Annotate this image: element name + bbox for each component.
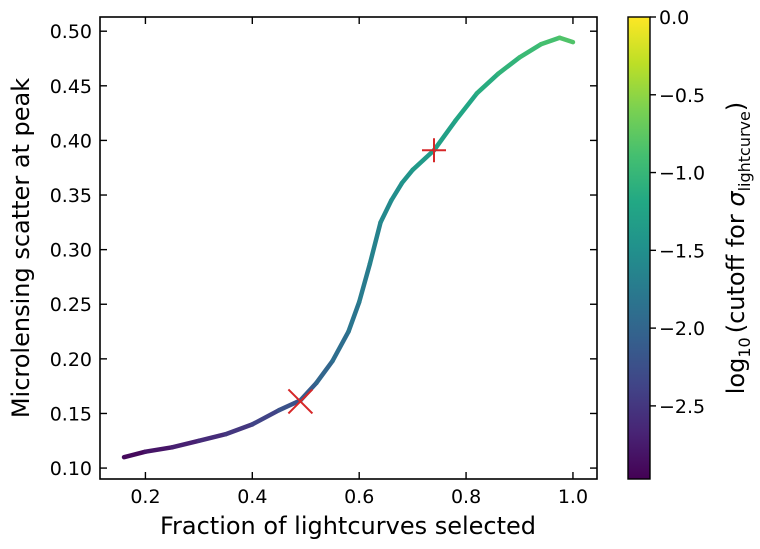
colorbar-tick-label: −2.5 xyxy=(659,396,705,418)
colorbar-tick-label: −1.0 xyxy=(659,163,705,185)
y-tick-label: 0.35 xyxy=(50,185,92,207)
y-tick-label: 0.30 xyxy=(50,240,92,262)
series-segment xyxy=(453,91,480,124)
colorbar-label: log10 (cutoff for σlightcurve) xyxy=(722,102,754,395)
series-segment xyxy=(356,261,373,305)
y-tick-label: 0.20 xyxy=(50,349,92,371)
data-series xyxy=(121,35,576,460)
colorbar-label-sigma-sub: lightcurve xyxy=(735,111,754,191)
x-marker xyxy=(287,388,314,415)
y-axis-ticks: 0.10 0.15 0.20 0.25 0.30 0.35 0.40 0.45 0.50 xyxy=(50,21,597,480)
series-segment xyxy=(495,55,522,77)
series-segment xyxy=(169,438,202,450)
series-segment xyxy=(410,147,437,173)
y-tick-label: 0.25 xyxy=(50,294,92,316)
series-segment xyxy=(121,449,148,460)
x-tick-label: 1.0 xyxy=(558,486,588,508)
y-axis-label: Microlensing scatter at peak xyxy=(7,78,35,418)
y-tick-label: 0.10 xyxy=(50,458,92,480)
colorbar-tick-label: 0.0 xyxy=(659,7,689,29)
series-segment xyxy=(250,407,282,427)
colorbar-tick-label: −1.5 xyxy=(659,240,705,262)
x-tick-label: 0.2 xyxy=(130,486,160,508)
y-tick-label: 0.15 xyxy=(50,403,92,425)
series-segment xyxy=(223,422,255,437)
series-segment xyxy=(196,431,228,444)
colorbar-label-sub10: 10 xyxy=(735,337,754,357)
y-tick-label: 0.50 xyxy=(50,21,92,43)
series-segment xyxy=(557,35,576,45)
x-axis-ticks: 0.2 0.4 0.6 0.8 1.0 xyxy=(130,17,588,508)
plot-frame xyxy=(99,16,598,480)
colorbar-label-main: (cutoff for xyxy=(722,207,750,334)
series-segment xyxy=(346,299,362,334)
series-segment xyxy=(474,71,501,96)
x-tick-label: 0.6 xyxy=(344,486,374,508)
series-segment xyxy=(431,118,458,153)
colorbar-tick-label: −0.5 xyxy=(659,85,705,107)
series-segment xyxy=(314,358,335,386)
series-segment xyxy=(538,35,562,47)
series-segment xyxy=(276,398,303,413)
colorbar-ticks: 0.0 −0.5 −1.0 −1.5 −2.0 −2.5 xyxy=(650,7,705,418)
series-segment xyxy=(399,167,415,186)
colorbar-tick-label: −2.0 xyxy=(659,318,705,340)
y-tick-label: 0.40 xyxy=(50,130,92,152)
series-segment xyxy=(367,220,383,267)
series-segment xyxy=(143,445,175,454)
series-segment xyxy=(389,180,405,203)
colorbar-label-log: log xyxy=(722,358,750,395)
x-tick-label: 0.8 xyxy=(451,486,481,508)
colorbar-label-sigma: σ xyxy=(722,191,750,207)
y-tick-label: 0.45 xyxy=(50,76,92,98)
x-tick-label: 0.4 xyxy=(237,486,267,508)
colorbar-label-close: ) xyxy=(722,102,750,111)
highlight-markers xyxy=(287,138,447,415)
x-axis-label: Fraction of lightcurves selected xyxy=(160,512,536,540)
colorbar xyxy=(627,16,651,480)
series-segment xyxy=(517,42,544,60)
series-segment xyxy=(378,198,394,225)
series-segment xyxy=(330,329,351,364)
